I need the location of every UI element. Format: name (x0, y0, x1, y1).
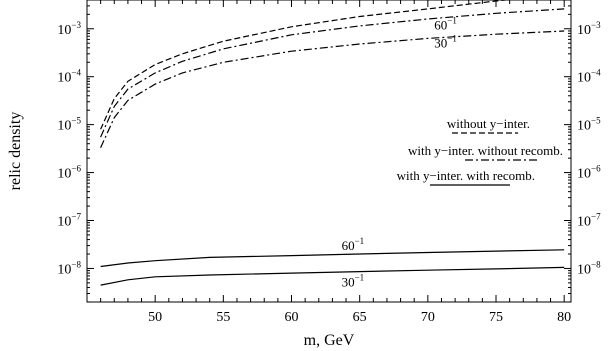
y-tick-label-left: 10−5 (57, 116, 81, 134)
y-tick-label-left: 10−3 (57, 20, 81, 38)
curve-label-with_y_inter_with_recomb_30: 30−1 (342, 273, 365, 290)
curve-labels: 60−130−160−130−1 (342, 16, 457, 290)
series-line-with_y_inter_without_recomb_60 (100, 8, 565, 138)
series-line-with_y_inter_with_recomb_60 (100, 249, 565, 268)
legend-label: without y−inter. (447, 116, 530, 131)
plot-frame (86, 0, 572, 303)
series-line-with_y_inter_without_recomb_30 (100, 30, 565, 148)
series-layer (100, 0, 565, 286)
curve-label-with_y_inter_with_recomb_60: 60−1 (342, 236, 365, 253)
y-tick-label-left: 10−8 (57, 259, 81, 277)
axis-tick-labels: 50 55 60 65 70 75 80 10−3 10−3 10−4 10−4 10−5 10−5 10… (57, 20, 601, 325)
x-tick-label: 60 (285, 310, 299, 325)
y-tick-label-right: 10−7 (577, 212, 601, 230)
y-tick-label-right: 10−5 (577, 116, 601, 134)
axis-ticks (87, 0, 571, 303)
legend-label: with y−inter. without recomb. (408, 143, 563, 158)
legend: without y−inter. with y−inter. without re… (397, 116, 563, 186)
x-tick-label: 65 (353, 310, 367, 325)
x-axis-title: m, GeV (304, 332, 355, 349)
x-tick-label: 80 (557, 310, 571, 325)
y-tick-label-left: 10−4 (57, 68, 81, 86)
y-tick-label-right: 10−3 (577, 20, 601, 38)
y-tick-label-right: 10−6 (577, 164, 601, 182)
x-tick-label: 50 (148, 310, 162, 325)
curve-label-with_y_inter_without_recomb_60: 60−1 (434, 16, 457, 33)
y-tick-label-right: 10−4 (577, 68, 601, 86)
x-tick-label: 70 (421, 310, 435, 325)
y-tick-label-left: 10−7 (57, 212, 81, 230)
series-line-without_y_inter (100, 0, 511, 130)
x-tick-label: 75 (489, 310, 503, 325)
curve-label-with_y_inter_without_recomb_30: 30−1 (434, 33, 457, 50)
legend-label: with y−inter. with recomb. (397, 168, 535, 183)
series-line-with_y_inter_with_recomb_30 (100, 266, 565, 286)
y-axis-title: relic density (7, 112, 24, 191)
x-tick-label: 55 (216, 310, 230, 325)
y-tick-label-left: 10−6 (57, 164, 81, 182)
y-tick-label-right: 10−8 (577, 259, 601, 277)
